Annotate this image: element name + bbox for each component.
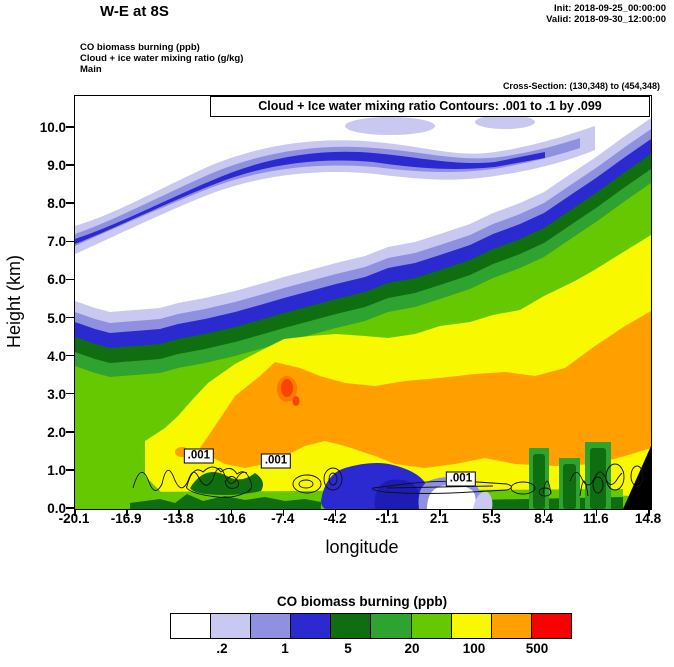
surface-darkgreen-blob: [190, 472, 263, 495]
x-tick-marks: [74, 509, 652, 516]
colorbar-cell: [331, 614, 372, 638]
x-tick-mark: [230, 509, 233, 516]
x-axis-title: longitude: [325, 537, 399, 557]
darkgreen-column-1: [533, 454, 545, 509]
contour-annotation: Cloud + Ice water mixing ratio Contours:…: [210, 96, 650, 117]
y-tick-mark: [66, 469, 74, 471]
darkgreen-column-2: [563, 464, 576, 509]
colorbar-cell: [451, 614, 492, 638]
x-tick-mark: [334, 509, 337, 516]
surface-white-pocket: [427, 484, 476, 509]
x-tick-mark: [491, 509, 493, 516]
x-tick-label: -13.8: [162, 511, 194, 526]
colorbar-label: .2: [216, 641, 228, 656]
streak-lavender-patch: [345, 117, 435, 135]
colorbar-cell: [411, 614, 452, 638]
terrain-triangle: [623, 446, 651, 509]
page-title: W-E at 8S: [100, 3, 169, 20]
y-tick-mark: [66, 126, 74, 128]
colorbar-label: 20: [404, 641, 420, 656]
colorbar-title: CO biomass burning (ppb): [276, 594, 448, 609]
y-tick-label: 9.0: [47, 158, 66, 174]
y-tick-label: 0.0: [47, 501, 66, 516]
y-tick-marks: [66, 95, 74, 509]
colorbar-cell: [491, 614, 532, 638]
surface-darkgreen-left: [130, 494, 321, 509]
x-tick-label: -1.1: [375, 511, 399, 526]
x-tick-label: -10.6: [215, 511, 246, 526]
x-tick-mark: [126, 509, 128, 516]
y-tick-mark: [66, 431, 74, 433]
darkgreen-column-3: [590, 448, 606, 509]
fill-orange: [200, 311, 651, 468]
init-time: Init: 2018-09-25_00:00:00: [554, 3, 666, 14]
legend-line-fill: CO biomass burning (ppb): [80, 42, 200, 53]
y-tick-label: 5.0: [47, 310, 66, 326]
colorbar-cell: [291, 614, 332, 638]
hotspot-red-2: [292, 396, 300, 406]
colorbar-cell: [251, 614, 292, 638]
x-tick-mark: [543, 509, 546, 516]
y-tick-mark: [66, 507, 74, 509]
x-tick-label: 11.6: [583, 511, 609, 526]
field-svg: [75, 96, 651, 509]
x-tick-label: -20.1: [58, 511, 90, 526]
x-tick-label: -4.2: [323, 511, 347, 526]
x-tick-label: 5.3: [482, 511, 501, 526]
y-tick-labels: 10.0 9.0 8.0 7.0 6.0 5.0 4.0 3.0 2.0 1.0 0.0: [26, 95, 68, 516]
legend-line-contour: Cloud + ice water mixing ratio (g/kg): [80, 53, 244, 64]
y-tick-mark: [66, 164, 74, 166]
x-tick-label: 14.8: [634, 511, 662, 526]
y-tick-label: 8.0: [47, 196, 66, 212]
plot-area: Cloud + Ice water mixing ratio Contours:…: [74, 95, 652, 510]
y-tick-label: 4.0: [47, 348, 66, 364]
colorbar-label: 5: [344, 641, 352, 656]
hotspot-red: [281, 379, 293, 397]
y-tick-mark: [66, 202, 74, 204]
legend-line-grid: Main: [80, 64, 102, 75]
x-tick-mark: [595, 509, 598, 516]
field-legend: CO biomass burning (ppb) Cloud + ice wat…: [80, 42, 243, 75]
valid-time: Valid: 2018-09-30_12:00:00: [546, 14, 666, 25]
colorbar-labels: .2 1 5 20 100 500: [170, 641, 570, 659]
colorbar: [170, 613, 572, 639]
colorbar-cell: [531, 614, 571, 638]
y-tick-mark: [66, 240, 74, 243]
x-tick-labels: -20.1 -16.9 -13.8 -10.6 -7.4 -4.2 -1.1 2.1 5.3 8.…: [59, 511, 662, 529]
x-tick-label: 8.4: [534, 511, 554, 526]
y-tick-label: 1.0: [47, 462, 66, 478]
x-tick-label: 2.1: [429, 511, 449, 526]
x-tick-mark: [439, 509, 441, 516]
x-tick-mark: [178, 509, 180, 516]
run-times: Init: 2018-09-25_00:00:00 Valid: 2018-09…: [546, 3, 666, 25]
surface-lavender-sliver: [473, 491, 493, 509]
colorbar-label: 1: [281, 641, 289, 656]
y-tick-label: 3.0: [47, 386, 66, 402]
y-axis-title: Height (km): [3, 254, 24, 349]
y-tick-label: 6.0: [47, 272, 66, 288]
y-tick-mark: [66, 392, 74, 395]
colorbar-cell: [211, 614, 252, 638]
y-tick-mark: [66, 316, 74, 319]
x-tick-mark: [74, 509, 76, 516]
streak-lavender-patch-2: [475, 115, 535, 129]
y-tick-mark: [66, 278, 74, 281]
colorbar-label: 100: [462, 641, 486, 656]
x-tick-mark: [387, 509, 389, 516]
colorbar-label: 500: [525, 641, 549, 656]
cross-section-note: Cross-Section: (130,348) to (454,348): [502, 81, 660, 91]
x-tick-mark: [648, 509, 650, 516]
y-tick-label: 7.0: [47, 234, 66, 250]
y-tick-label: 2.0: [47, 424, 66, 440]
y-tick-mark: [66, 354, 74, 357]
colorbar-cell: [371, 614, 412, 638]
x-tick-label: -16.9: [110, 511, 142, 526]
streak-lavender: [75, 126, 595, 254]
x-tick-mark: [282, 509, 285, 516]
colorbar-cell: [171, 614, 212, 638]
y-tick-label: 10.0: [39, 120, 66, 135]
x-tick-label: -7.4: [271, 511, 295, 526]
fill-orange-islet: [175, 447, 189, 457]
